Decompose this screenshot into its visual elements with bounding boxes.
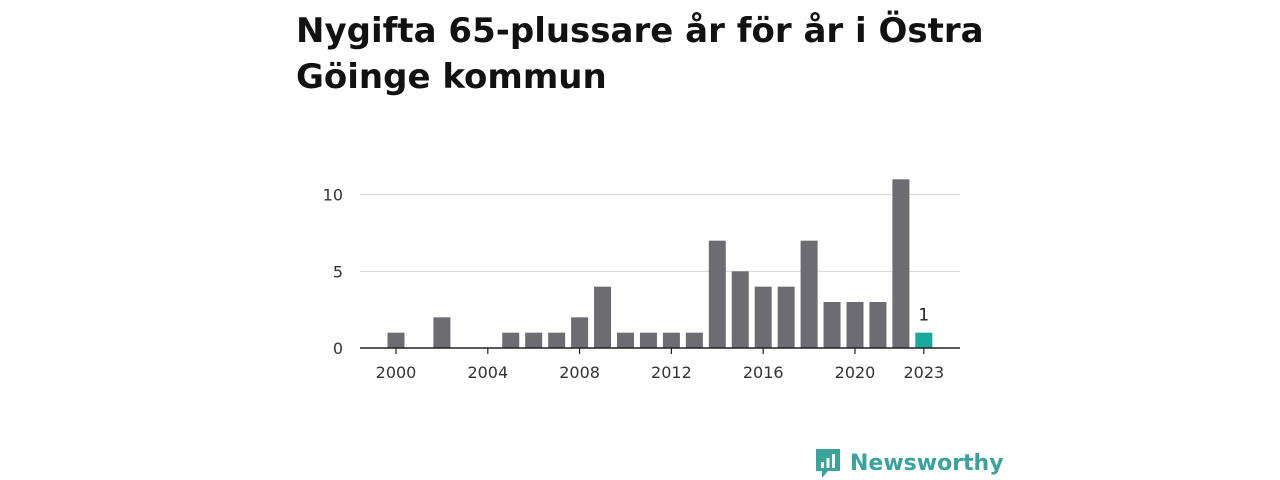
bar [731, 271, 749, 348]
axes [360, 347, 960, 354]
bar [777, 286, 795, 348]
y-tick-label: 5 [333, 262, 343, 281]
bar [846, 302, 864, 348]
chart-title: Nygifta 65-plussare år för år i Östra Gö… [296, 11, 984, 97]
x-tick-label: 2023 [903, 363, 944, 382]
bar [754, 286, 772, 348]
bar [525, 332, 543, 348]
bar [685, 332, 703, 348]
data-label: 1 [918, 306, 929, 326]
bar [823, 302, 841, 348]
bar [387, 332, 405, 348]
y-tick-label: 0 [333, 339, 343, 358]
bar [433, 317, 451, 348]
x-tick-label: 2000 [376, 363, 417, 382]
newsworthy-brand[interactable]: Newsworthy [814, 446, 1004, 480]
bar [892, 179, 910, 348]
gridlines [360, 194, 960, 272]
bar [594, 286, 612, 348]
bars [387, 179, 933, 348]
bar [571, 317, 589, 348]
bar [617, 332, 634, 348]
x-tick-label: 2020 [835, 363, 876, 382]
newsworthy-logo-icon [816, 449, 840, 478]
bar [662, 332, 680, 348]
bar [708, 240, 726, 348]
bar [869, 302, 887, 348]
x-tick-label: 2012 [651, 363, 692, 382]
bar [800, 240, 818, 348]
bar [639, 332, 657, 348]
brand-name: Newsworthy [850, 450, 1004, 476]
x-tick-label: 2016 [743, 363, 784, 382]
bar-highlight [915, 332, 933, 348]
x-tick-label: 2008 [559, 363, 600, 382]
bar [502, 332, 520, 348]
bar-chart: 0 5 10 2000 2004 2008 2012 2016 2020 2023 1 [323, 179, 960, 382]
labels: 0 5 10 2000 2004 2008 2012 2016 2020 2023 1 [323, 186, 945, 382]
y-tick-label: 10 [323, 186, 343, 205]
bar [548, 332, 566, 348]
x-tick-label: 2004 [467, 363, 508, 382]
